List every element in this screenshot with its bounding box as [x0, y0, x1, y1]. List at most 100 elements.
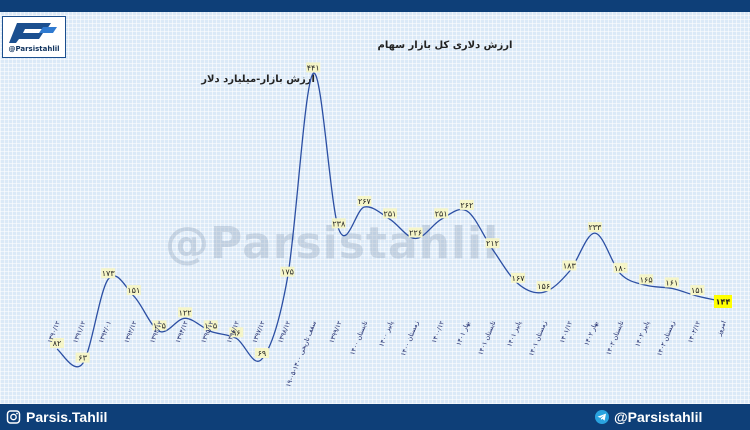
- x-tick-label: پاییز ۱۴۰۰: [377, 320, 395, 348]
- footer-instagram-handle: Parsis.Tahlil: [26, 409, 108, 425]
- data-label-text: ۱۷۵: [281, 268, 294, 277]
- x-tick-label: ۱۳۹۸/۱۲: [276, 319, 292, 344]
- data-label-text: ۱۷۳: [102, 269, 116, 278]
- data-label-text: ۲۳۸: [332, 219, 346, 228]
- data-label-text: ۲۵۱: [384, 209, 397, 218]
- data-label: ۱۸۳: [562, 260, 577, 271]
- chart-title: ارزش دلاری کل بازار سهام: [377, 40, 513, 51]
- data-label-text: ۲۶۲: [460, 201, 473, 210]
- data-label-box: [203, 320, 218, 331]
- data-label-text: ۲۲۶: [409, 229, 422, 238]
- data-label-box: [229, 327, 244, 338]
- data-label-box: [690, 285, 705, 296]
- data-label-box: [459, 199, 474, 210]
- x-tick-label: تابستان ۱۴۰۰: [348, 320, 369, 357]
- data-label-box: [408, 227, 423, 238]
- data-label: ۱۷۵: [280, 266, 295, 277]
- data-label-text: ۶۹: [258, 349, 267, 358]
- x-tick-label: ۱۳۹۲/۰۱: [97, 320, 113, 344]
- plot-background: [0, 12, 750, 404]
- data-label-text: ۲۱۲: [486, 239, 499, 248]
- data-label: ۱۴۴: [714, 295, 732, 308]
- x-tick-label: ۱۳۹۹/۱۲: [328, 319, 344, 344]
- data-label: ۲۵۱: [434, 208, 449, 219]
- data-label-text: ۱۰۵: [153, 321, 166, 330]
- data-label-text: ۱۸۳: [563, 262, 577, 271]
- data-label-box: [126, 285, 141, 296]
- data-label: ۱۸۰: [613, 262, 628, 273]
- data-label-text: ۲۶۷: [358, 197, 372, 206]
- data-label-box: [664, 277, 679, 288]
- data-label-box: [434, 208, 449, 219]
- bottom-bar: Parsis.Tahlil @Parsistahlil: [0, 404, 750, 430]
- data-label: ۱۷۳: [101, 268, 116, 279]
- x-tick-label: ۱۳۹۱/۱۲: [71, 319, 87, 344]
- data-label-box: [357, 196, 372, 206]
- data-label-box: [536, 281, 551, 292]
- series-legend-label: ارزش بازار-میلیارد دلار: [201, 74, 315, 85]
- x-tick-labels: ۱۳۹۰/۱۲ ۱۳۹۱/۱۲ ۱۳۹۲/۰۱ ۱۳۹۲/۱۲ ۱۳۹۳/۱۲ ۱۳۹۴/…: [46, 319, 728, 388]
- data-label-box: [101, 268, 116, 279]
- logo-icon: [9, 23, 57, 43]
- data-label-box: [50, 338, 64, 348]
- logo: @Parsistahlil: [2, 16, 66, 58]
- data-label-text: ۲۳۳: [588, 223, 602, 232]
- data-label-text: ۱۶۷: [512, 274, 526, 283]
- data-label: ۶۹: [254, 348, 269, 358]
- x-tick-label: ۱۴۰۲/۱۲: [686, 319, 702, 344]
- data-label: ۲۶۲: [459, 199, 474, 210]
- watermark: @Parsistahlil: [165, 218, 500, 269]
- data-label-box: [639, 274, 654, 285]
- data-label: ۱۵۶: [536, 281, 551, 292]
- x-tick-label: بهار ۱۴۰۱: [455, 320, 472, 347]
- data-label-text: ۱۶۵: [640, 275, 653, 284]
- data-label-box: [178, 307, 193, 318]
- data-label: ۸۲: [50, 338, 64, 348]
- x-tick-label: پاییز ۱۴۰۱: [505, 320, 523, 348]
- x-tick-label: ۱۴۰۱/۱۲: [558, 319, 574, 344]
- data-label: ۲۶۷: [357, 196, 372, 206]
- data-label-text: ۱۲۲: [179, 308, 192, 317]
- data-label: ۱۵۱: [126, 285, 141, 296]
- data-label-box: [280, 266, 295, 277]
- x-tick-label: زمستان ۱۴۰۱: [527, 320, 548, 357]
- data-label-box: [75, 352, 90, 363]
- data-label-text: ۸۲: [53, 339, 62, 348]
- data-label: ۹۶: [229, 327, 244, 338]
- data-label-text: ۴۴۱: [307, 63, 320, 72]
- data-label: ۲۳۸: [331, 218, 346, 229]
- data-label-box: [306, 62, 321, 73]
- data-label-box: [714, 295, 732, 308]
- data-label-box: [331, 218, 346, 229]
- data-label-box: [511, 272, 526, 283]
- x-tick-label: پاییز ۱۴۰۲: [633, 320, 651, 348]
- data-label: ۲۱۲: [485, 238, 500, 249]
- data-label: ۱۰۵: [203, 320, 218, 331]
- data-label-text: ۱۰۵: [204, 321, 217, 330]
- data-label: ۶۳: [75, 352, 90, 363]
- data-label-box: [485, 238, 500, 249]
- x-tick-label: ۱۳۹۷/۱۲: [251, 319, 267, 344]
- data-label-text: ۱۶۱: [665, 278, 678, 287]
- data-label-box: [383, 208, 397, 219]
- data-label: ۱۲۲: [178, 307, 193, 318]
- data-label-box: [587, 222, 602, 233]
- x-tick-label: ۱۳۹۲/۱۲: [123, 319, 139, 344]
- x-tick-label: زمستان ۱۴۰۲: [655, 320, 676, 357]
- data-label: ۱۵۱: [690, 285, 705, 296]
- data-label: ۲۵۱: [383, 208, 397, 219]
- instagram-icon: [6, 410, 21, 424]
- data-label: ۱۶۷: [511, 272, 526, 283]
- data-label: ۲۲۶: [408, 227, 423, 238]
- data-label-text: ۹۶: [232, 328, 241, 337]
- footer-telegram-handle: @Parsistahlil: [614, 409, 703, 425]
- data-label-text: ۲۵۱: [435, 209, 448, 218]
- x-tick-label: تابستان ۱۴۰۱: [476, 320, 497, 357]
- data-label: ۴۴۱: [306, 62, 321, 73]
- logo-handle: @Parsistahlil: [8, 45, 60, 53]
- data-labels: ۸۲ ۶۳ ۱۷۳ ۱۵۱ ۱۰۵ ۱۲۲ ۱۰۵ ۹۶ ۶۹ ۱۷۵ ۴۴۱ ۲۳۸ ۲۶۷ ۲۵۱ ۲۲…: [50, 62, 732, 363]
- x-tick-label: بهار ۱۴۰۲: [583, 320, 600, 347]
- data-label-text: ۶۳: [78, 354, 87, 363]
- series-line: [56, 72, 724, 368]
- data-label-text: ۱۴۴: [716, 298, 731, 307]
